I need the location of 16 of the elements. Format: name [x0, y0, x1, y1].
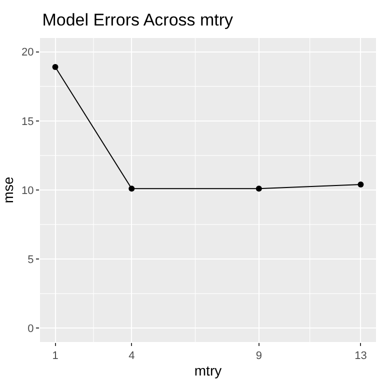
point: [358, 181, 364, 188]
x-tick-label: 13: [354, 350, 367, 362]
chart-title: Model Errors Across mtry: [42, 10, 234, 30]
y-tick-label: 5: [28, 254, 34, 266]
x-tick-label: 4: [128, 350, 135, 362]
point: [52, 64, 58, 70]
x-tick-label: 9: [256, 350, 262, 362]
y-tick-label: 0: [28, 323, 34, 336]
x-axis-title: mtry: [194, 362, 222, 378]
point: [128, 186, 135, 192]
y-axis-title: mse: [0, 176, 16, 204]
x-tick-label: 1: [52, 350, 58, 362]
y-tick-label: 20: [22, 46, 34, 59]
y-tick-label: 15: [22, 116, 34, 128]
y-tick-label: 10: [22, 184, 34, 197]
point: [256, 186, 262, 192]
